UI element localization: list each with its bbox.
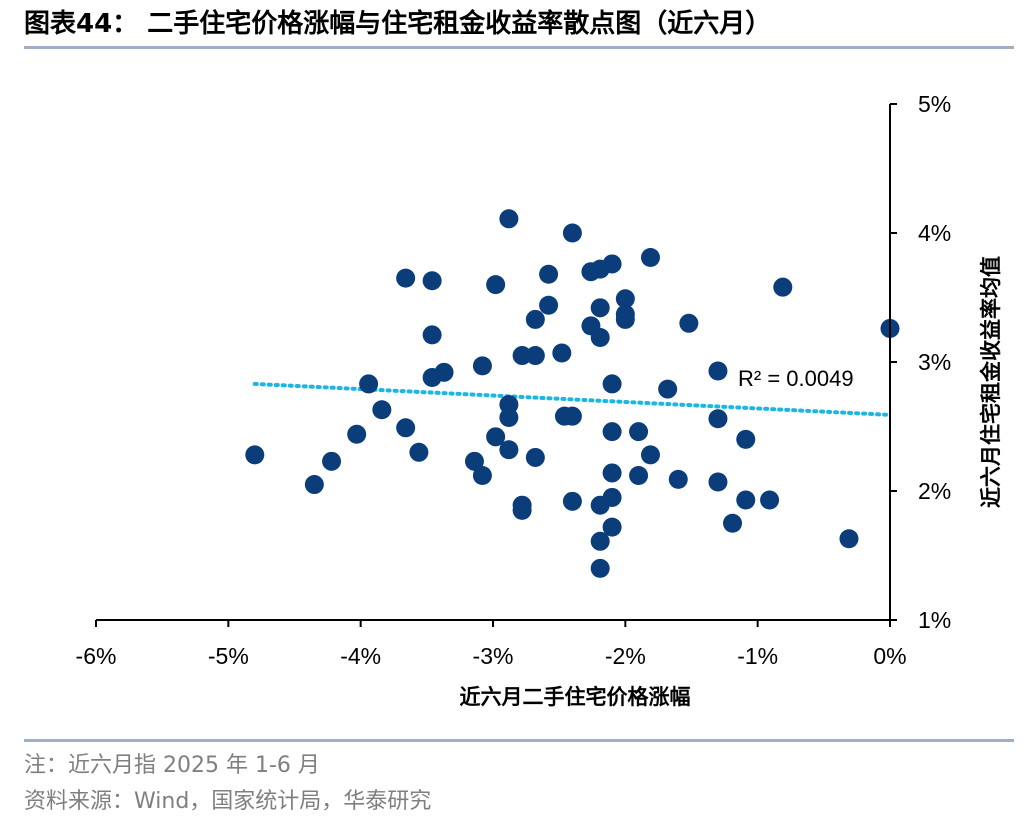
- y-axis-label: 近六月住宅租金收益率均值: [979, 256, 1003, 508]
- data-point: [525, 346, 545, 366]
- data-point: [372, 400, 392, 420]
- y-tick-label: 3%: [918, 349, 951, 375]
- data-point: [562, 223, 582, 243]
- data-point: [602, 374, 622, 394]
- r-squared-annotation: R² = 0.0049: [738, 366, 854, 391]
- y-tick-label: 2%: [918, 478, 951, 504]
- data-point: [539, 295, 559, 315]
- x-axis-label: 近六月二手住宅价格涨幅: [460, 685, 691, 709]
- data-point: [839, 529, 859, 549]
- points-layer: [245, 209, 900, 578]
- data-point: [409, 442, 429, 462]
- data-point: [499, 209, 519, 229]
- title-divider: [24, 46, 1014, 49]
- data-point: [736, 490, 756, 510]
- data-point: [590, 531, 610, 551]
- data-point: [512, 500, 532, 520]
- data-point: [396, 418, 416, 438]
- scatter-chart: -6% -5% -4% -3% -2% -1% 0% 1% 2% 3% 4% 5% R² = 0.00…: [76, 91, 1003, 709]
- data-point: [499, 407, 519, 427]
- data-point: [562, 491, 582, 511]
- data-point: [629, 422, 649, 442]
- footer-divider: [24, 739, 1014, 742]
- data-point: [602, 422, 622, 442]
- data-point: [512, 346, 532, 366]
- data-point: [562, 406, 582, 426]
- data-point: [464, 451, 484, 471]
- data-point: [304, 475, 324, 495]
- data-point: [245, 445, 265, 465]
- y-tick-label: 5%: [918, 91, 951, 117]
- x-tick-label: -5%: [208, 643, 249, 669]
- data-point: [602, 254, 622, 274]
- chart-title: 图表44： 二手住宅价格涨幅与住宅租金收益率散点图（近六月）: [24, 9, 772, 39]
- y-tick-label: 4%: [918, 220, 951, 246]
- y-tick-label: 1%: [918, 607, 951, 633]
- data-point: [708, 409, 728, 429]
- data-point: [760, 490, 780, 510]
- data-point: [723, 513, 743, 533]
- data-point: [679, 313, 699, 333]
- data-point: [615, 289, 635, 309]
- data-point: [773, 277, 793, 297]
- data-point: [322, 451, 342, 471]
- data-point: [640, 248, 660, 268]
- data-point: [525, 309, 545, 329]
- source-note: 资料来源：Wind，国家统计局，华泰研究: [24, 789, 432, 814]
- data-point: [499, 440, 519, 460]
- data-point: [668, 469, 688, 489]
- data-point: [525, 447, 545, 467]
- data-point: [422, 325, 442, 345]
- data-point: [552, 343, 572, 363]
- data-point: [359, 374, 379, 394]
- data-point: [590, 298, 610, 318]
- data-point: [602, 517, 622, 537]
- data-point: [396, 268, 416, 288]
- x-tick-label: -6%: [76, 643, 117, 669]
- x-tick-label: 0%: [873, 643, 906, 669]
- x-tick-label: -2%: [605, 643, 646, 669]
- x-tick-label: -1%: [737, 643, 778, 669]
- data-point: [434, 362, 454, 382]
- data-point: [472, 356, 492, 376]
- axes-layer: -6% -5% -4% -3% -2% -1% 0% 1% 2% 3% 4% 5%: [76, 91, 952, 669]
- x-tick-label: -4%: [340, 643, 381, 669]
- data-point: [602, 487, 622, 507]
- data-point: [615, 309, 635, 329]
- data-point: [472, 466, 492, 486]
- data-point: [640, 445, 660, 465]
- data-point: [629, 466, 649, 486]
- data-point: [658, 379, 678, 399]
- data-point: [590, 558, 610, 578]
- footnote: 注：近六月指 2025 年 1-6 月: [24, 753, 320, 778]
- data-point: [590, 327, 610, 347]
- data-point: [347, 424, 367, 444]
- data-point: [486, 427, 506, 447]
- data-point: [736, 429, 756, 449]
- x-tick-label: -3%: [473, 643, 514, 669]
- data-point: [539, 264, 559, 284]
- data-point: [486, 275, 506, 295]
- data-point: [422, 271, 442, 291]
- data-point: [708, 472, 728, 492]
- data-point: [708, 361, 728, 381]
- data-point: [602, 463, 622, 483]
